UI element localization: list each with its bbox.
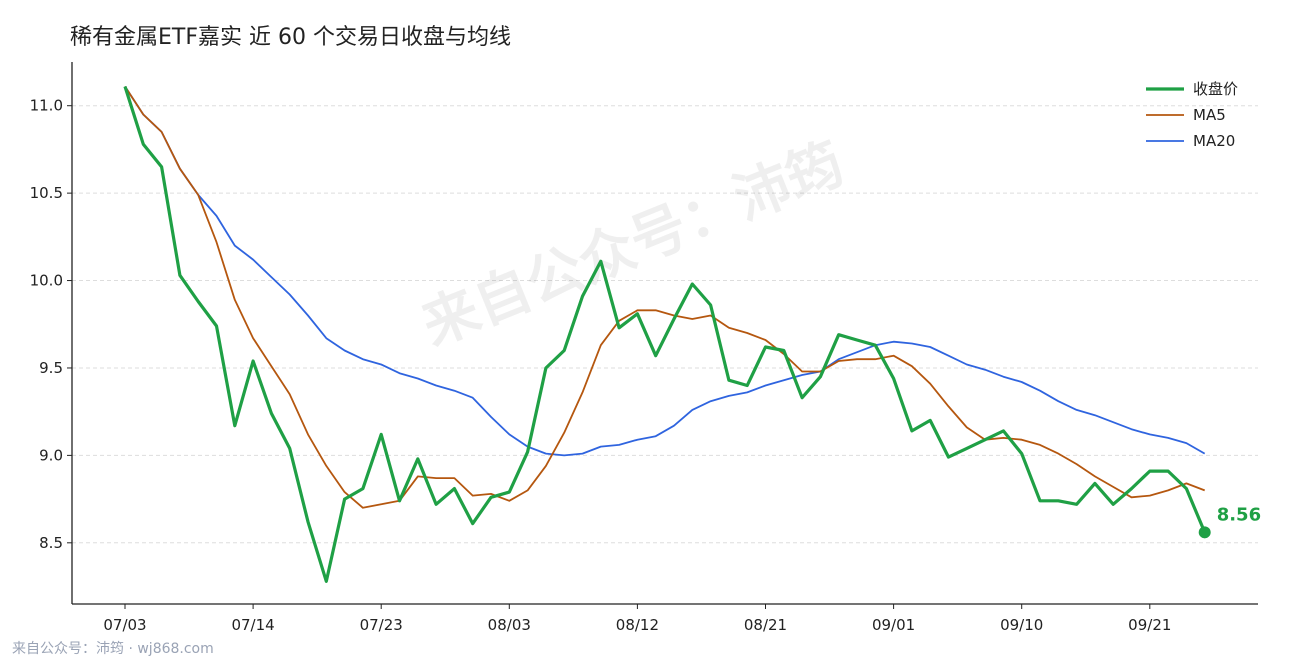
close-price-line xyxy=(123,86,1207,583)
x-tick-label: 09/10 xyxy=(1000,616,1043,634)
last-point-marker xyxy=(1198,526,1211,539)
legend-label: MA20 xyxy=(1193,132,1235,150)
y-tick-label: 10.5 xyxy=(30,184,63,202)
y-tick-label: 10.0 xyxy=(30,272,63,290)
y-tick-label: 9.5 xyxy=(39,359,63,377)
y-tick-label: 9.0 xyxy=(39,446,63,464)
y-axis-ticks: 8.5 9.0 9.5 10.0 10.5 11.0 xyxy=(30,97,72,552)
last-value-label: 8.56 xyxy=(1217,504,1261,525)
x-tick-label: 07/14 xyxy=(231,616,274,634)
x-axis-ticks: 07/03 07/14 07/23 08/03 08/12 08/21 09/01 09/10… xyxy=(103,604,1171,634)
x-tick-label: 07/03 xyxy=(103,616,146,634)
legend-label: MA5 xyxy=(1193,106,1226,124)
x-tick-label: 09/01 xyxy=(872,616,915,634)
x-tick-label: 08/21 xyxy=(744,616,787,634)
legend: 收盘价 MA5 MA20 xyxy=(1146,80,1238,150)
x-tick-label: 08/03 xyxy=(488,616,531,634)
last-point: 8.56 xyxy=(1198,504,1261,539)
x-tick-label: 07/23 xyxy=(360,616,403,634)
ma5-line xyxy=(124,86,1206,509)
source-note: 来自公众号：沛筠 · wj868.com xyxy=(12,640,214,657)
legend-label: 收盘价 xyxy=(1193,80,1238,98)
x-tick-label: 08/12 xyxy=(616,616,659,634)
grid-lines xyxy=(72,105,1258,544)
ma20-line xyxy=(124,86,1206,457)
y-tick-label: 11.0 xyxy=(30,97,63,115)
watermark: 来自公众号：沛筠 xyxy=(413,131,853,359)
y-tick-label: 8.5 xyxy=(39,534,63,552)
series-lines xyxy=(123,86,1207,583)
x-tick-label: 09/21 xyxy=(1128,616,1171,634)
chart-title: 稀有金属ETF嘉实 近 60 个交易日收盘与均线 xyxy=(70,25,511,50)
